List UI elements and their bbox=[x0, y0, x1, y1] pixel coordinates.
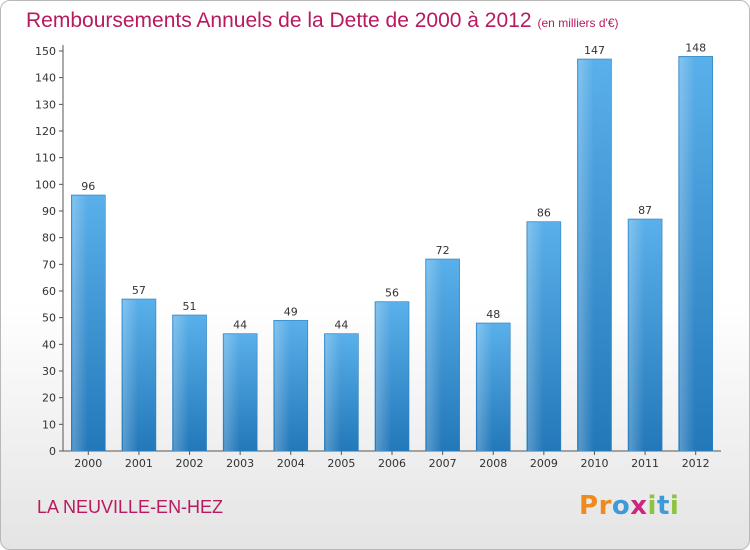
bar-highlight bbox=[122, 300, 139, 451]
data-label-2004: 49 bbox=[284, 305, 298, 318]
bar-highlight bbox=[629, 220, 645, 451]
x-tick-label-2011: 2011 bbox=[631, 457, 659, 470]
data-label-2000: 96 bbox=[81, 180, 95, 193]
bar-highlight bbox=[72, 196, 88, 451]
data-label-2003: 44 bbox=[233, 319, 247, 332]
chart-title: Remboursements Annuels de la Dette de 20… bbox=[26, 9, 619, 33]
data-label-2008: 48 bbox=[486, 308, 500, 321]
bar-highlight bbox=[173, 316, 189, 451]
logo-letter: x bbox=[630, 491, 648, 521]
y-tick-label: 130 bbox=[35, 98, 56, 111]
data-label-2010: 147 bbox=[584, 44, 605, 57]
y-tick-label: 80 bbox=[42, 232, 56, 245]
y-tick-label: 50 bbox=[42, 312, 56, 325]
x-tick-label-2009: 2009 bbox=[530, 457, 558, 470]
chart-title-text: Remboursements Annuels de la Dette de 20… bbox=[26, 9, 532, 32]
data-label-2007: 72 bbox=[436, 244, 450, 257]
y-tick-label: 0 bbox=[49, 445, 56, 458]
data-label-2006: 56 bbox=[385, 287, 399, 300]
y-tick-label: 140 bbox=[35, 72, 56, 85]
bar-highlight bbox=[224, 334, 240, 451]
chart-unit: (en milliers d'€) bbox=[537, 16, 619, 30]
y-tick-label: 70 bbox=[42, 258, 56, 271]
x-tick-label-2000: 2000 bbox=[74, 457, 102, 470]
y-tick-label: 60 bbox=[42, 285, 56, 298]
x-tick-label-2004: 2004 bbox=[277, 457, 305, 470]
y-tick-label: 20 bbox=[42, 392, 56, 405]
x-tick-label-2001: 2001 bbox=[125, 457, 153, 470]
data-label-2012: 148 bbox=[685, 41, 706, 54]
proxiti-logo: Proxiti bbox=[579, 491, 679, 521]
bar-highlight bbox=[325, 334, 341, 451]
logo-letter: P bbox=[579, 491, 599, 521]
logo-letter: o bbox=[611, 491, 631, 521]
logo-letter: i bbox=[647, 491, 657, 521]
data-label-2009: 86 bbox=[537, 207, 551, 220]
y-tick-label: 10 bbox=[42, 418, 56, 431]
logo-letter: r bbox=[598, 491, 612, 521]
data-label-2001: 57 bbox=[132, 284, 146, 297]
x-tick-label-2008: 2008 bbox=[479, 457, 507, 470]
data-label-2011: 87 bbox=[638, 204, 652, 217]
y-tick-label: 120 bbox=[35, 125, 56, 138]
y-tick-label: 30 bbox=[42, 365, 56, 378]
x-tick-label-2005: 2005 bbox=[327, 457, 355, 470]
y-tick-label: 100 bbox=[35, 178, 56, 191]
bar-highlight bbox=[376, 302, 392, 451]
data-label-2005: 44 bbox=[334, 319, 348, 332]
x-tick-label-2007: 2007 bbox=[429, 457, 457, 470]
data-label-2002: 51 bbox=[183, 300, 197, 313]
y-tick-label: 40 bbox=[42, 338, 56, 351]
bar-highlight bbox=[426, 260, 442, 451]
bar-highlight bbox=[679, 57, 695, 451]
bar-highlight bbox=[578, 60, 594, 451]
bar-highlight bbox=[274, 321, 291, 451]
x-tick-label-2006: 2006 bbox=[378, 457, 406, 470]
y-tick-label: 110 bbox=[35, 152, 56, 165]
commune-name: LA NEUVILLE-EN-HEZ bbox=[37, 497, 224, 517]
x-tick-label-2012: 2012 bbox=[682, 457, 710, 470]
x-tick-label-2002: 2002 bbox=[176, 457, 204, 470]
logo-letter: i bbox=[669, 491, 680, 521]
bar-highlight bbox=[477, 324, 493, 451]
x-tick-label-2003: 2003 bbox=[226, 457, 254, 470]
y-tick-label: 150 bbox=[35, 45, 56, 58]
y-tick-label: 90 bbox=[42, 205, 56, 218]
bar-highlight bbox=[527, 222, 544, 451]
x-tick-label-2010: 2010 bbox=[580, 457, 608, 470]
logo-letter: t bbox=[656, 491, 670, 521]
